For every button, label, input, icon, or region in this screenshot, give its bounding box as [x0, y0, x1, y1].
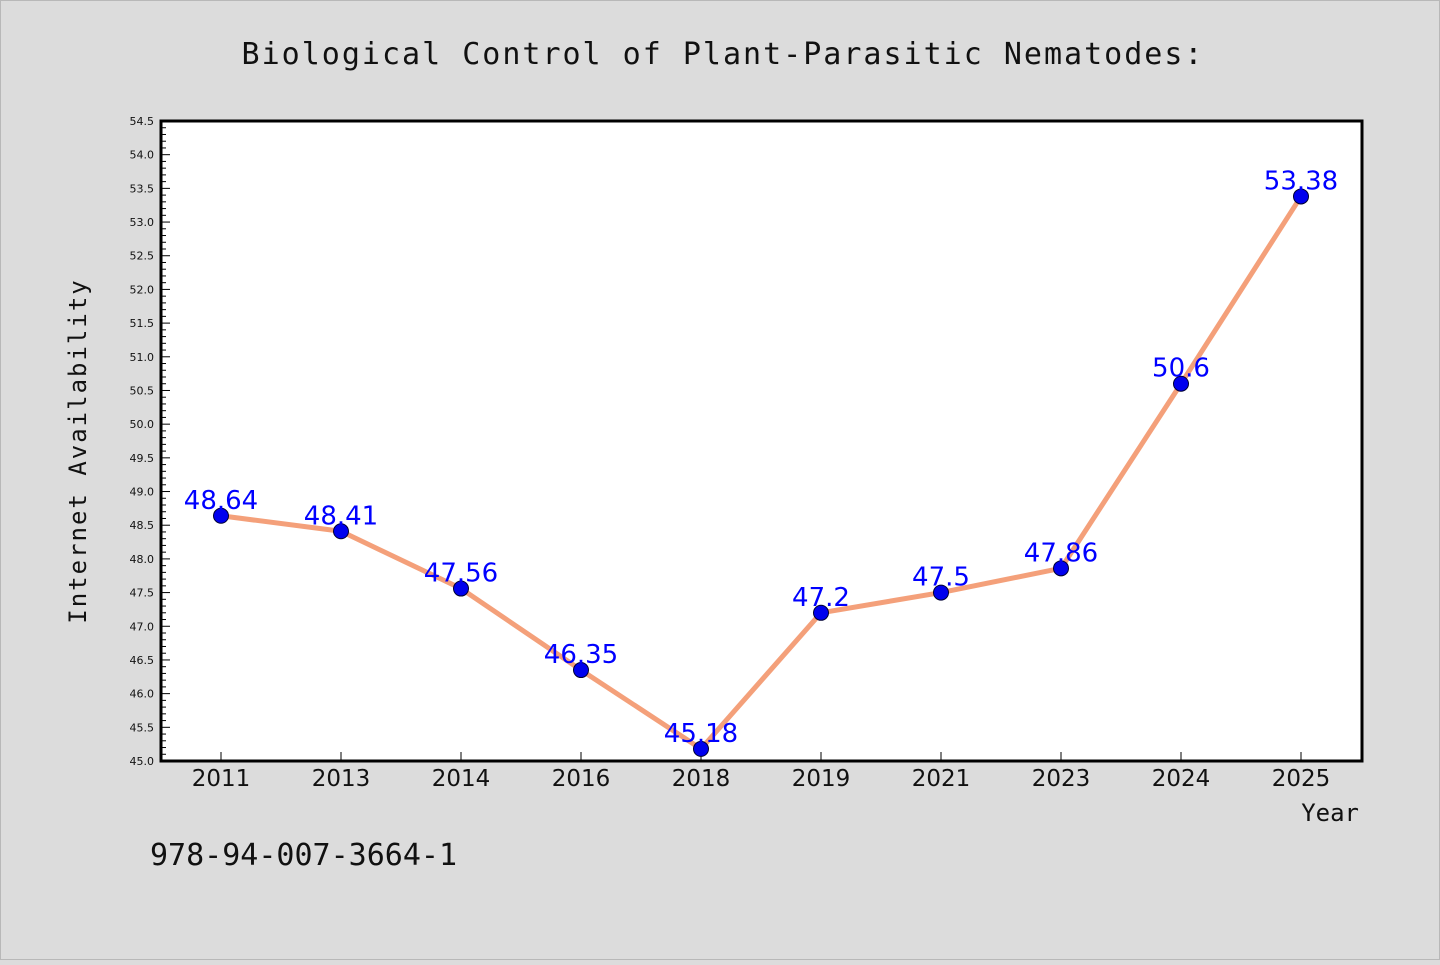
- data-point: [573, 662, 589, 679]
- y-tick-label: 46.0: [130, 688, 155, 701]
- y-axis-ticks: 45.0 45.5 46.0 46.5 47.0 47.5 48.0 48.5 49.0 49.5…: [130, 115, 170, 768]
- y-tick-label: 50.5: [130, 384, 155, 397]
- x-axis-label: Year: [1301, 799, 1359, 827]
- footer-isbn: 978-94-007-3664-1: [150, 838, 457, 873]
- data-label: 48.41: [304, 501, 378, 531]
- x-tick-label: 2011: [192, 766, 251, 792]
- series-polyline: [218, 193, 1304, 752]
- x-tick-label: 2018: [672, 766, 731, 792]
- data-labels: 48.64 48.41 47.56 46.35 45.18 47.2 47.5 47.86 50…: [184, 166, 1338, 748]
- y-tick-label: 47.0: [130, 620, 155, 633]
- y-tick-label: 52.0: [130, 283, 155, 296]
- y-tick-label: 51.0: [130, 351, 155, 364]
- data-point: [453, 580, 469, 597]
- data-point: [1173, 375, 1189, 392]
- y-tick-label: 48.5: [130, 519, 155, 532]
- data-label: 50.6: [1152, 354, 1210, 384]
- chart-title: Biological Control of Plant-Parasitic Ne…: [242, 37, 1205, 72]
- data-point: [813, 604, 829, 621]
- series-markers: [213, 188, 1309, 757]
- y-tick-label: 45.0: [130, 755, 155, 768]
- data-label: 47.5: [912, 563, 970, 593]
- data-label: 47.2: [792, 583, 850, 613]
- data-label: 47.56: [424, 559, 498, 589]
- data-label: 47.86: [1024, 538, 1098, 568]
- y-tick-label: 53.0: [130, 216, 155, 229]
- y-tick-label: 49.5: [130, 452, 155, 465]
- data-point: [693, 740, 709, 757]
- y-tick-label: 54.0: [130, 149, 155, 162]
- x-tick-label: 2013: [312, 766, 371, 792]
- data-label: 48.64: [184, 486, 258, 516]
- x-tick-label: 2023: [1032, 766, 1091, 792]
- y-tick-label: 45.5: [130, 721, 155, 734]
- x-tick-label: 2021: [912, 766, 971, 792]
- x-tick-label: 2019: [792, 766, 851, 792]
- y-tick-label: 49.0: [130, 486, 155, 499]
- x-tick-label: 2016: [552, 766, 611, 792]
- data-point: [333, 523, 349, 540]
- y-tick-label: 52.5: [130, 250, 155, 263]
- series-line: [218, 193, 1304, 752]
- data-point: [933, 584, 949, 601]
- x-axis-ticks: 2011 2013 2014 2016 2018 2019 2021 2023 2024 2025: [192, 752, 1331, 792]
- data-label: 46.35: [544, 640, 618, 670]
- y-tick-label: 53.5: [130, 182, 155, 195]
- y-tick-label: 50.0: [130, 418, 155, 431]
- data-point: [1053, 560, 1069, 577]
- y-tick-label: 51.5: [130, 317, 155, 330]
- x-tick-label: 2014: [432, 766, 491, 792]
- y-tick-label: 47.5: [130, 587, 155, 600]
- data-label: 45.18: [664, 719, 738, 749]
- data-point: [213, 507, 229, 524]
- data-point: [1293, 188, 1309, 205]
- plot-area: [159, 119, 1364, 763]
- y-tick-label: 54.5: [130, 115, 155, 128]
- y-tick-label: 46.5: [130, 654, 155, 667]
- y-tick-label: 48.0: [130, 553, 155, 566]
- y-axis-label: Internet Availability: [64, 278, 92, 623]
- x-tick-label: 2024: [1152, 766, 1211, 792]
- data-label: 53.38: [1264, 166, 1338, 196]
- x-tick-label: 2025: [1272, 766, 1331, 792]
